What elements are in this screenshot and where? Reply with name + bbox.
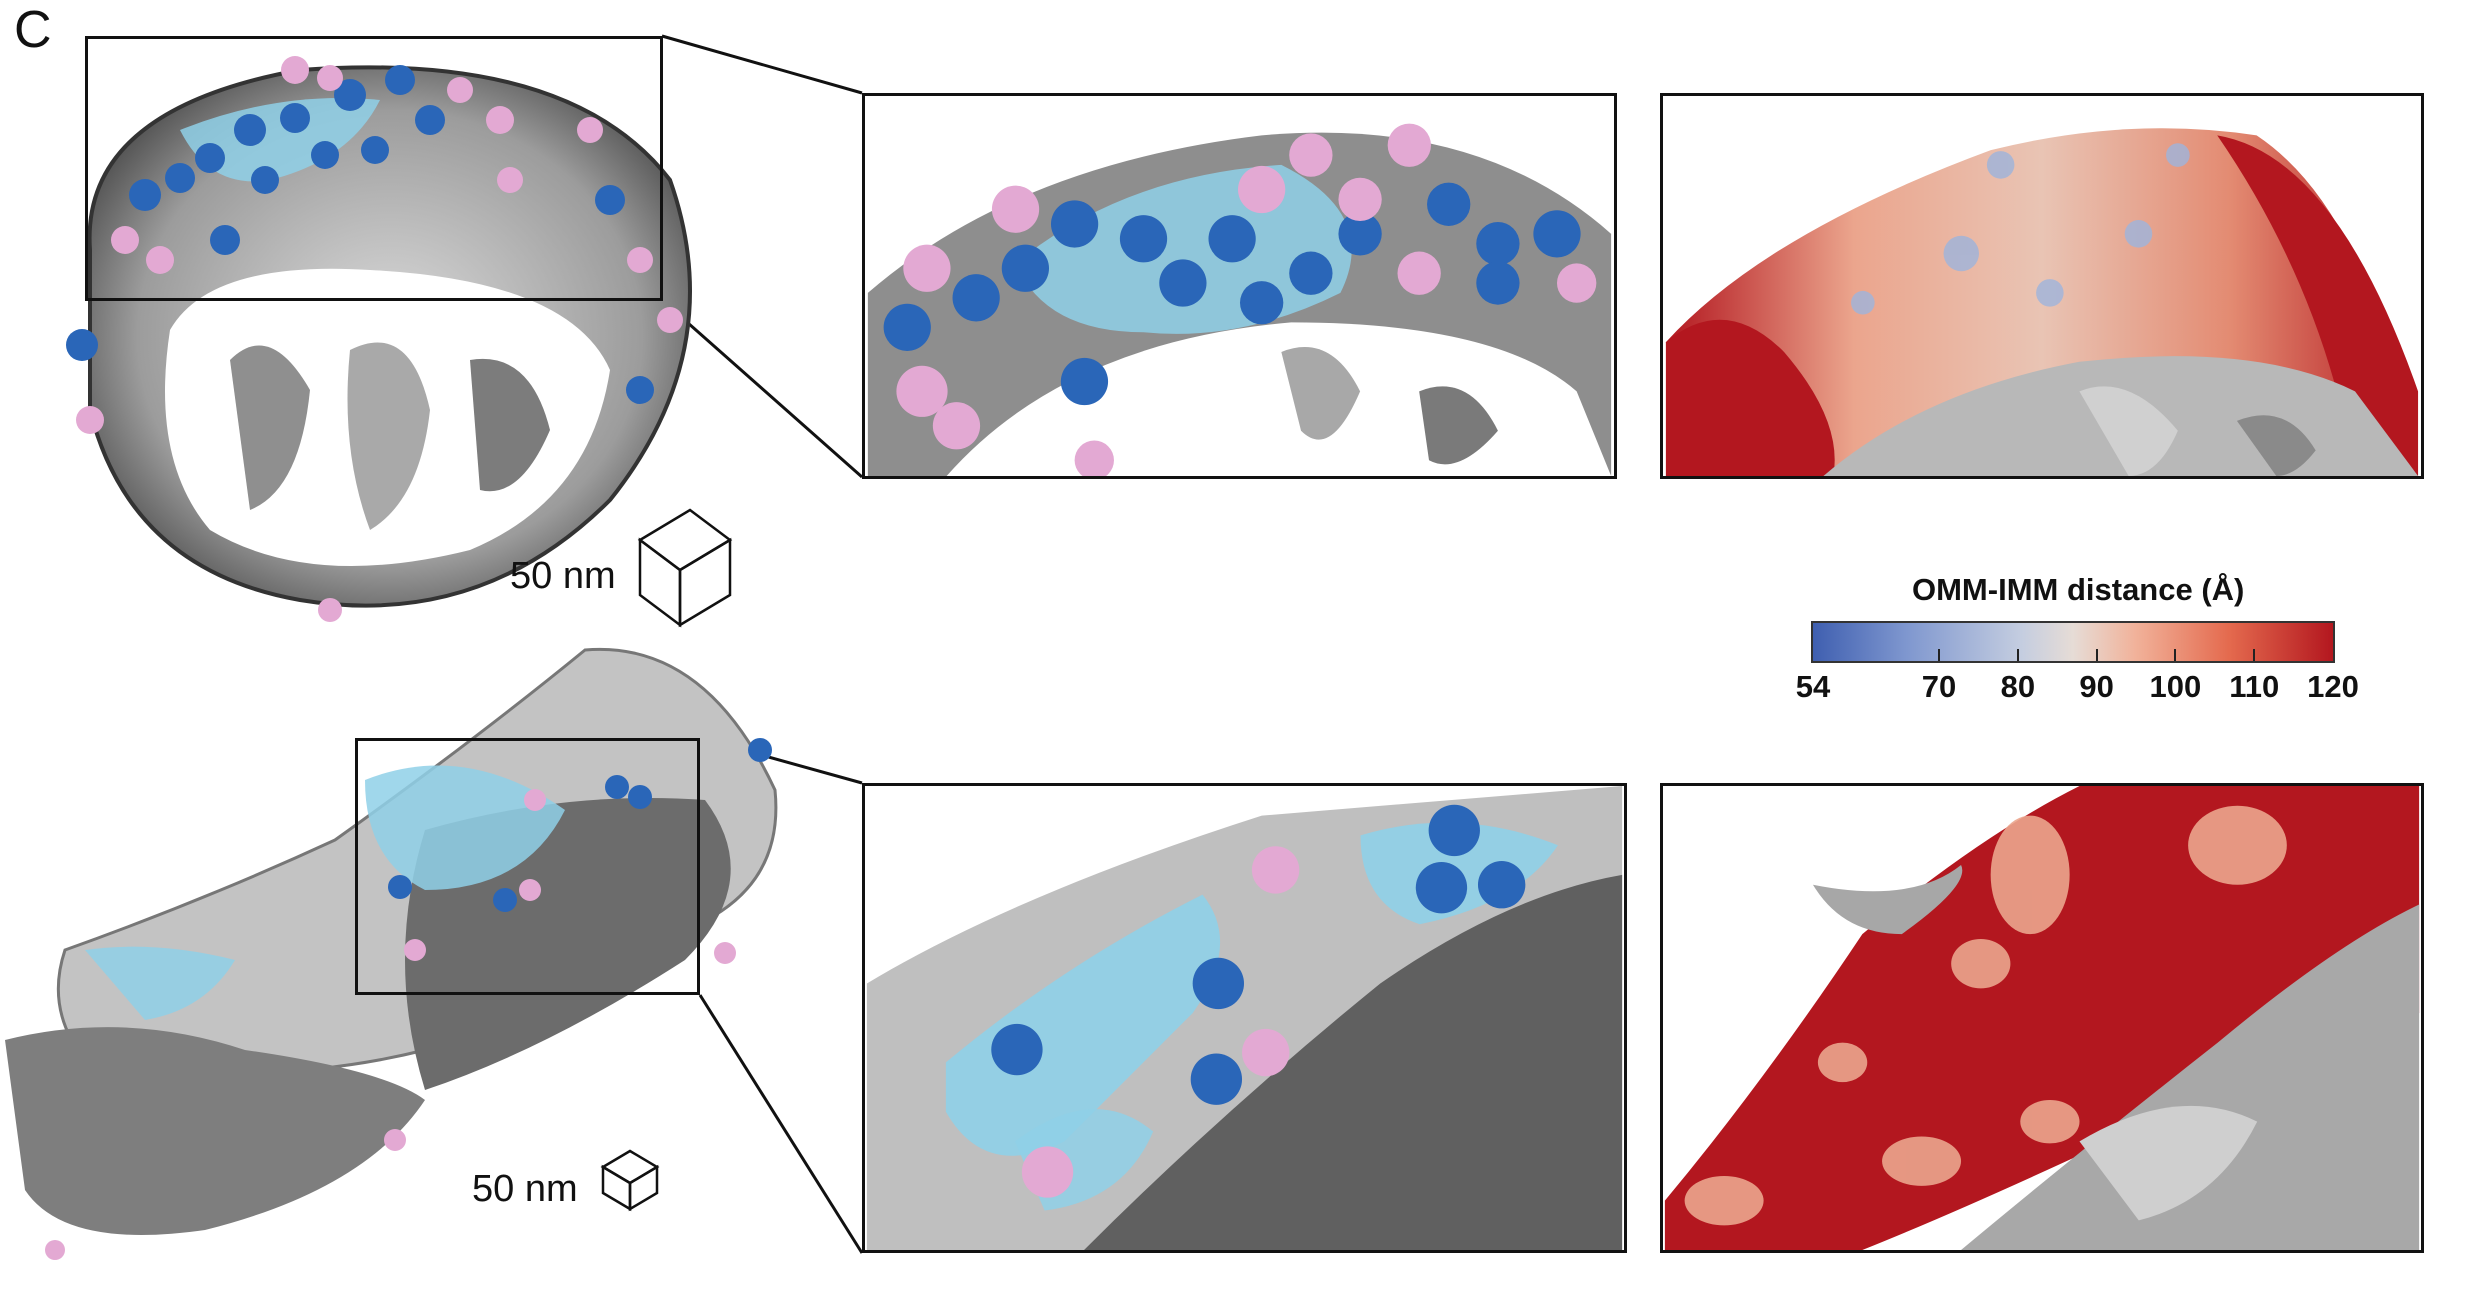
colorbar-tick-label: 100 [2149, 669, 2202, 704]
colorbar-tick-mark [2174, 649, 2177, 661]
colorbar-tick-label: 80 [2000, 669, 2036, 704]
top-scale-cube-icon [637, 508, 733, 628]
bottom-zoom-region-box [355, 738, 700, 995]
colorbar-tick-label: 120 [2307, 669, 2359, 704]
top-zoom-inset-segmentation [862, 93, 1617, 479]
colorbar-tick-mark [2016, 649, 2019, 661]
top-scale-label: 50 nm [510, 555, 616, 597]
colorbar-gradient [1811, 621, 2335, 663]
colorbar-tick-label: 90 [2079, 669, 2114, 704]
colorbar-tick-mark [1938, 649, 1941, 661]
top-zoom-region-box [85, 36, 663, 301]
colorbar-tick-mark [2095, 649, 2098, 661]
colorbar-tick-label: 54 [1795, 669, 1831, 704]
colorbar-tick-mark [2253, 649, 2256, 661]
colorbar-title: OMM-IMM distance (Å) [1912, 572, 2245, 607]
bottom-distance-heatmap-inset [1660, 783, 2424, 1253]
colorbar-tick-label: 70 [1921, 669, 1957, 704]
colorbar-tick-label: 110 [2229, 669, 2280, 704]
panel-label: C [14, 1, 52, 59]
bottom-overview-reconstruction [5, 647, 778, 1260]
bottom-scale-cube-icon [600, 1149, 660, 1212]
top-overview-reconstruction [66, 56, 692, 622]
bottom-zoom-inset-segmentation [862, 783, 1627, 1253]
bottom-scale-label: 50 nm [472, 1168, 578, 1210]
top-distance-heatmap-inset [1660, 93, 2424, 479]
